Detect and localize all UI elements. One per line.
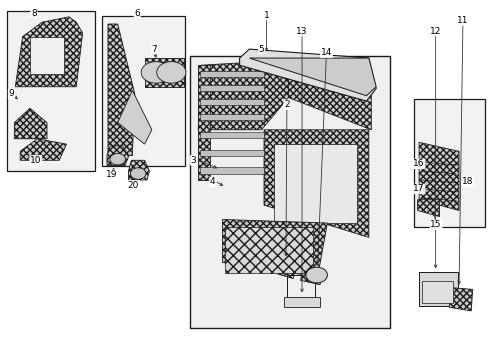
Polygon shape bbox=[264, 130, 368, 237]
Text: 9: 9 bbox=[8, 89, 14, 98]
Text: 1: 1 bbox=[263, 10, 269, 19]
Circle shape bbox=[305, 267, 327, 283]
Text: 17: 17 bbox=[412, 184, 424, 193]
Polygon shape bbox=[199, 114, 264, 120]
Circle shape bbox=[130, 168, 146, 179]
Text: 15: 15 bbox=[429, 220, 441, 229]
Circle shape bbox=[157, 62, 185, 83]
Bar bbox=[6, 12, 95, 171]
Polygon shape bbox=[15, 17, 82, 87]
Bar bbox=[102, 17, 184, 166]
Text: 8: 8 bbox=[31, 9, 37, 18]
Polygon shape bbox=[249, 58, 375, 96]
Text: 20: 20 bbox=[127, 181, 139, 190]
Text: 5: 5 bbox=[258, 45, 264, 54]
Text: 11: 11 bbox=[456, 16, 468, 25]
Polygon shape bbox=[107, 146, 128, 166]
Polygon shape bbox=[30, 37, 64, 74]
Text: 16: 16 bbox=[412, 159, 424, 168]
Polygon shape bbox=[448, 288, 472, 311]
Polygon shape bbox=[14, 108, 47, 139]
Polygon shape bbox=[199, 71, 264, 77]
Bar bbox=[273, 144, 356, 223]
Text: 19: 19 bbox=[106, 170, 118, 179]
Text: 6: 6 bbox=[134, 9, 140, 18]
Text: 18: 18 bbox=[461, 177, 472, 186]
Polygon shape bbox=[144, 58, 183, 87]
Polygon shape bbox=[288, 65, 370, 130]
Bar bbox=[189, 56, 389, 328]
Circle shape bbox=[110, 153, 125, 165]
Text: 13: 13 bbox=[296, 27, 307, 36]
Text: 12: 12 bbox=[429, 27, 441, 36]
Polygon shape bbox=[199, 99, 264, 105]
Text: 14: 14 bbox=[320, 48, 331, 57]
Polygon shape bbox=[20, 139, 66, 160]
Polygon shape bbox=[199, 85, 264, 91]
Polygon shape bbox=[198, 62, 288, 130]
Bar bbox=[224, 226, 312, 273]
Polygon shape bbox=[239, 49, 375, 101]
Bar bbox=[422, 281, 452, 303]
Bar bbox=[418, 272, 457, 306]
Polygon shape bbox=[108, 24, 135, 156]
Polygon shape bbox=[417, 200, 439, 217]
Polygon shape bbox=[198, 65, 210, 180]
Polygon shape bbox=[199, 132, 264, 138]
Text: 3: 3 bbox=[190, 156, 196, 165]
Polygon shape bbox=[128, 160, 149, 180]
Circle shape bbox=[141, 62, 170, 83]
Polygon shape bbox=[418, 142, 458, 211]
Text: 10: 10 bbox=[30, 156, 41, 165]
Bar bbox=[283, 297, 320, 307]
Polygon shape bbox=[300, 268, 322, 285]
Polygon shape bbox=[199, 167, 264, 174]
Polygon shape bbox=[199, 149, 264, 156]
Text: 7: 7 bbox=[151, 45, 157, 54]
Bar bbox=[413, 99, 484, 227]
Polygon shape bbox=[222, 220, 327, 277]
Polygon shape bbox=[118, 90, 152, 144]
Polygon shape bbox=[277, 260, 296, 279]
Text: 2: 2 bbox=[284, 100, 289, 109]
Text: 4: 4 bbox=[209, 177, 215, 186]
